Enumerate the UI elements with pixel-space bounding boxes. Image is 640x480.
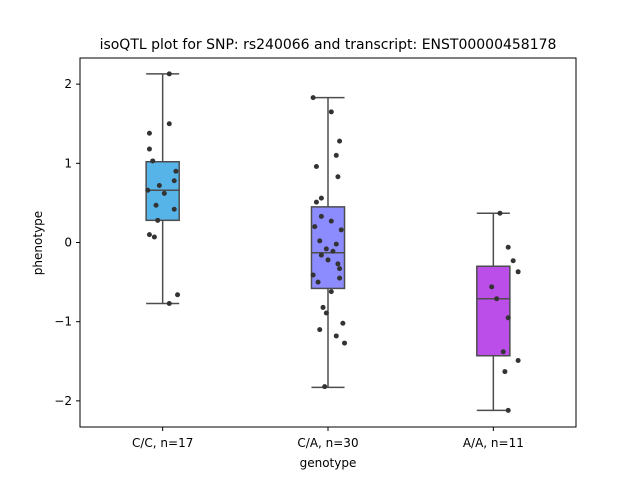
data-point: [150, 158, 156, 164]
x-tick-label: C/A, n=30: [297, 436, 358, 450]
data-point: [333, 241, 339, 247]
y-tick-label: 2: [64, 77, 72, 91]
data-point: [328, 109, 334, 115]
data-point: [320, 304, 326, 310]
strip-points: [145, 71, 181, 306]
iqr-box: [476, 265, 511, 357]
data-point: [175, 292, 181, 298]
data-point: [505, 407, 511, 413]
data-point: [146, 130, 152, 136]
data-point: [515, 357, 521, 363]
data-point: [337, 275, 343, 281]
data-point: [322, 384, 328, 390]
plot-area: [145, 71, 521, 413]
data-point: [310, 95, 316, 101]
box-group: [476, 212, 511, 412]
data-point: [338, 227, 344, 233]
data-point: [333, 152, 339, 158]
data-point: [505, 244, 511, 250]
data-point: [313, 199, 319, 205]
data-point: [317, 327, 323, 333]
data-point: [156, 182, 162, 188]
data-point: [171, 206, 177, 212]
x-axis-label: genotype: [300, 456, 357, 470]
data-point: [510, 258, 516, 264]
y-tick-label: −1: [54, 315, 72, 329]
data-point: [333, 333, 339, 339]
data-point: [151, 234, 157, 240]
data-point: [500, 349, 506, 355]
data-point: [323, 246, 329, 252]
data-point: [161, 190, 167, 196]
data-point: [505, 315, 511, 321]
data-point: [173, 168, 179, 174]
x-tick-label: A/A, n=11: [463, 436, 524, 450]
data-point: [318, 195, 324, 201]
data-point: [325, 257, 331, 263]
data-point: [489, 284, 495, 290]
data-point: [166, 121, 172, 127]
data-point: [312, 224, 318, 230]
data-point: [318, 213, 324, 219]
data-point: [335, 261, 341, 267]
box-group: [145, 73, 180, 305]
data-point: [494, 296, 500, 302]
data-point: [155, 217, 161, 223]
data-point: [335, 174, 341, 180]
data-point: [166, 300, 172, 306]
data-point: [313, 163, 319, 169]
data-point: [153, 202, 159, 208]
data-point: [171, 178, 177, 184]
data-point: [497, 210, 503, 216]
y-axis-label: phenotype: [31, 211, 45, 275]
data-point: [330, 248, 336, 254]
chart-title: isoQTL plot for SNP: rs240066 and transc…: [100, 37, 557, 53]
strip-points: [489, 210, 521, 413]
data-point: [145, 187, 151, 193]
strip-points: [310, 95, 348, 390]
x-axis: C/C, n=17 C/A, n=30 A/A, n=11: [132, 427, 524, 450]
data-point: [342, 340, 348, 346]
data-point: [337, 138, 343, 144]
data-point: [146, 232, 152, 238]
data-point: [315, 279, 321, 285]
data-point: [166, 71, 172, 77]
data-point: [146, 146, 152, 152]
data-point: [317, 238, 323, 244]
y-tick-label: 1: [64, 156, 72, 170]
y-tick-label: −2: [54, 394, 72, 408]
x-tick-label: C/C, n=17: [132, 436, 193, 450]
y-tick-label: 0: [64, 236, 72, 250]
data-point: [337, 266, 343, 272]
data-point: [318, 252, 324, 258]
data-point: [340, 320, 346, 326]
data-point: [328, 289, 334, 295]
data-point: [328, 218, 334, 224]
data-point: [310, 272, 316, 278]
data-point: [323, 310, 329, 316]
data-point: [502, 369, 508, 375]
data-point: [515, 269, 521, 275]
y-axis: 2 1 0 −1 −2: [54, 77, 80, 408]
